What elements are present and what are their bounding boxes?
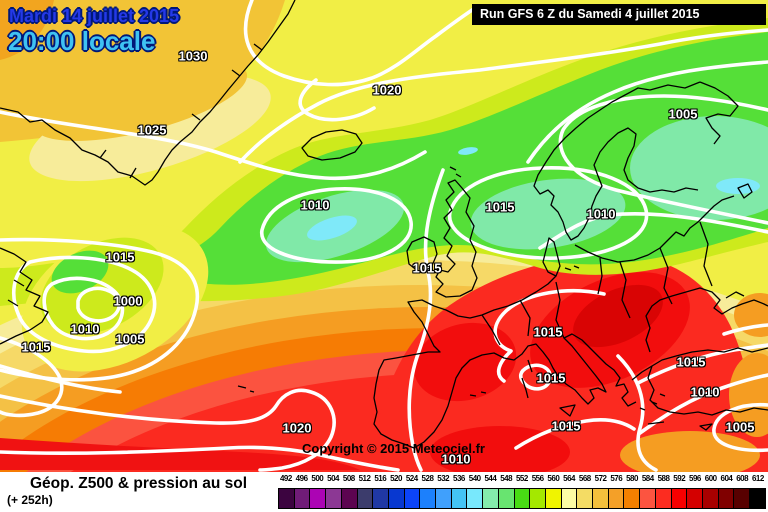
model-run-banner: Run GFS 6 Z du Samedi 4 juillet 2015 (472, 4, 766, 25)
legend-color-cell (686, 488, 702, 509)
legend-color-cell (544, 488, 561, 509)
isobar-label: 1015 (105, 249, 135, 265)
legend-color-cell (749, 488, 766, 509)
legend-value-row: 492 496 500 504 508 512 516 520 524 528 532 536 540 5… (278, 474, 766, 486)
valid-date-label: Mardi 14 juillet 2015 (9, 6, 180, 26)
legend-color-cell (529, 488, 545, 509)
footer-bar: Géop. Z500 & pression au sol (+ 252h) 49… (0, 472, 768, 512)
isobar-label: 1020 (282, 420, 312, 436)
isobar-label: 1025 (137, 122, 167, 138)
isobar-label: 1015 (551, 418, 581, 434)
legend-value: 596 (689, 474, 701, 483)
legend-color-cell (670, 488, 687, 509)
legend-value: 536 (453, 474, 465, 483)
legend-value: 592 (673, 474, 686, 483)
legend-value: 604 (720, 474, 733, 483)
legend-value: 548 (500, 474, 513, 483)
legend-color-cell (576, 488, 593, 509)
isobar-label: 1015 (21, 339, 51, 355)
pressure-map: 1030 1025 1020 1010 1015 1005 1010 1015 1000 1010… (0, 0, 768, 472)
legend-value: 492 (279, 474, 292, 483)
legend-value: 528 (421, 474, 434, 483)
isobar-label: 1005 (725, 419, 755, 435)
isobars (0, 0, 768, 472)
legend-value: 576 (610, 474, 623, 483)
map-title: Géop. Z500 & pression au sol (30, 475, 248, 492)
legend-value: 572 (594, 474, 607, 483)
pressure-field (0, 0, 768, 472)
legend-color-cell (654, 488, 671, 509)
legend-color-cell (482, 488, 498, 509)
isobar-label: 1010 (690, 384, 720, 400)
legend-value: 612 (751, 474, 764, 483)
legend-color-cell (293, 488, 310, 509)
legend-value: 524 (405, 474, 418, 483)
valid-time-label: 20:00 locale (8, 26, 156, 56)
legend-color-cell (403, 488, 420, 509)
legend-value: 500 (311, 474, 324, 483)
copyright-label: Copyright © 2015 Meteociel.fr (302, 441, 485, 456)
forecast-hour-label: (+ 252h) (7, 493, 53, 507)
legend-value: 584 (641, 474, 654, 483)
legend-value: 580 (626, 474, 638, 483)
isobar-label: 1015 (676, 354, 706, 370)
legend-color-cell (419, 488, 436, 509)
map-canvas (0, 0, 768, 472)
legend-color-cell (497, 488, 514, 509)
legend-value: 540 (468, 474, 481, 483)
legend-value: 560 (547, 474, 560, 483)
legend-color-cell (592, 488, 608, 509)
legend-color-cell (466, 488, 483, 509)
legend-value: 532 (437, 474, 450, 483)
legend-value: 496 (295, 474, 308, 483)
isobar-label: 1010 (586, 206, 616, 222)
legend-value: 508 (342, 474, 355, 483)
legend-color-cell (372, 488, 388, 509)
isobar-label: 1015 (533, 324, 563, 340)
legend-value: 600 (704, 474, 717, 483)
isobar-label: 1010 (300, 197, 330, 213)
legend-color-cell (278, 488, 294, 509)
legend-color-cell (387, 488, 404, 509)
legend-color-cell (623, 488, 640, 509)
legend-value: 556 (531, 474, 544, 483)
legend-value: 564 (563, 474, 576, 483)
legend-color-cell (639, 488, 655, 509)
legend-color-cell (435, 488, 451, 509)
legend-color-cell (733, 488, 750, 509)
legend-color-cell (717, 488, 734, 509)
legend-value: 608 (736, 474, 749, 483)
isobar-label: 1015 (412, 260, 442, 276)
legend-value: 544 (484, 474, 497, 483)
legend-value: 516 (374, 474, 387, 483)
legend-color-cell (340, 488, 357, 509)
legend-value: 568 (578, 474, 591, 483)
legend-value: 552 (515, 474, 528, 483)
legend-color-cell (607, 488, 624, 509)
isobar-label: 1015 (536, 370, 566, 386)
isobar-label: 1010 (70, 321, 100, 337)
legend-color-cell (325, 488, 341, 509)
isobar-label: 1010 (441, 451, 471, 467)
legend-color-cell (450, 488, 467, 509)
legend-value: 588 (657, 474, 670, 483)
legend-color-cell (309, 488, 326, 509)
isobar-label: 1020 (372, 82, 402, 98)
legend-value: 504 (327, 474, 339, 483)
legend-value: 520 (390, 474, 402, 483)
isobar-label: 1030 (178, 48, 208, 64)
legend-color-cell (701, 488, 718, 509)
legend-value: 512 (358, 474, 371, 483)
coastlines (0, 0, 768, 449)
legend-color-cell (560, 488, 577, 509)
isobar-label: 1005 (115, 331, 145, 347)
color-scale-legend: 492 496 500 504 508 512 516 520 524 528 532 536 540 5… (278, 474, 766, 509)
legend-color-cell (513, 488, 530, 509)
isobar-label: 1005 (668, 106, 698, 122)
isobar-label: 1000 (113, 293, 143, 309)
isobar-label: 1015 (485, 199, 515, 215)
legend-cells (278, 488, 766, 509)
legend-color-cell (356, 488, 373, 509)
